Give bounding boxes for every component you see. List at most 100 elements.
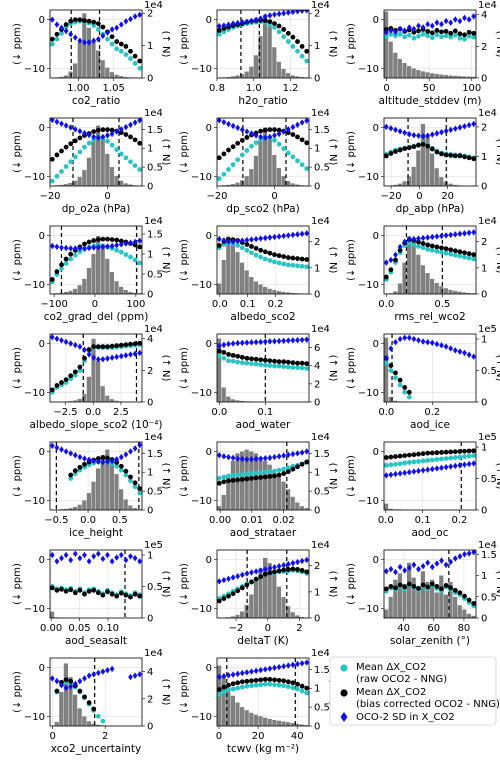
sd-point bbox=[457, 348, 463, 355]
bias-corrected-mean-point bbox=[230, 477, 236, 483]
sd-point bbox=[411, 131, 417, 139]
histogram-bar bbox=[128, 184, 133, 186]
sd-point bbox=[457, 462, 463, 469]
histogram-bar bbox=[249, 594, 254, 618]
sd-point bbox=[50, 675, 55, 682]
bias-corrected-mean-point bbox=[416, 28, 421, 34]
raw-mean-point bbox=[290, 685, 296, 691]
histogram-bar bbox=[263, 286, 268, 294]
bias-corrected-mean-point bbox=[425, 28, 431, 34]
sd-point bbox=[105, 355, 110, 362]
sd-point bbox=[132, 672, 138, 679]
histogram-bar bbox=[253, 155, 258, 186]
raw-mean-point bbox=[402, 34, 408, 40]
raw-mean-point bbox=[77, 249, 83, 255]
raw-mean-point bbox=[285, 364, 291, 370]
bias-corrected-mean-point bbox=[221, 151, 227, 157]
x-tick-label: 40 bbox=[397, 623, 410, 634]
histogram-bar bbox=[91, 338, 96, 402]
bias-corrected-mean-point bbox=[411, 29, 417, 35]
sd-point bbox=[411, 25, 417, 33]
sd-point bbox=[230, 122, 236, 130]
sd-point bbox=[86, 351, 92, 358]
raw-mean-point bbox=[109, 41, 115, 47]
sd-point bbox=[235, 124, 241, 132]
sd-point bbox=[384, 354, 389, 362]
raw-mean-point bbox=[239, 684, 245, 690]
sd-point bbox=[86, 672, 92, 679]
x-tick-label: 2 bbox=[102, 731, 108, 742]
sd-point bbox=[244, 339, 250, 346]
plot-area bbox=[217, 226, 309, 294]
bias-corrected-mean-point bbox=[420, 141, 426, 147]
bias-corrected-mean-point bbox=[59, 586, 64, 592]
sd-point bbox=[95, 356, 101, 363]
axes-frame bbox=[216, 117, 310, 187]
histogram-bar bbox=[295, 615, 300, 618]
bias-corrected-mean-point bbox=[258, 247, 264, 253]
histogram-bar bbox=[295, 502, 300, 510]
bias-corrected-mean-point bbox=[226, 682, 231, 688]
sd-point bbox=[295, 450, 300, 457]
histogram-bar bbox=[73, 400, 78, 402]
raw-mean-point bbox=[91, 23, 97, 28]
raw-mean-point bbox=[253, 361, 259, 367]
right-y-tick-label: 1.5 bbox=[147, 125, 163, 136]
histogram-bar bbox=[286, 181, 291, 186]
raw-mean-point bbox=[217, 692, 222, 697]
sd-point bbox=[137, 237, 142, 244]
histogram-bar bbox=[230, 460, 235, 510]
sd-point bbox=[95, 669, 101, 677]
bias-corrected-mean-point bbox=[406, 145, 412, 151]
bias-corrected-mean-point bbox=[425, 450, 431, 456]
bias-corrected-mean-point bbox=[100, 592, 106, 598]
bias-corrected-mean-point bbox=[114, 39, 120, 44]
raw-mean-point bbox=[420, 31, 426, 37]
bias-corrected-mean-point bbox=[448, 585, 454, 591]
axes-frame bbox=[216, 549, 310, 619]
histogram-bar bbox=[249, 66, 254, 78]
sd-point bbox=[457, 553, 463, 560]
histogram-bar bbox=[63, 663, 68, 726]
raw-mean-point bbox=[457, 35, 463, 41]
x-axis-label: co2_grad_del (ppm) bbox=[44, 311, 149, 323]
histogram-bar bbox=[425, 273, 430, 294]
sd-point bbox=[123, 240, 129, 247]
bias-corrected-mean-point bbox=[50, 36, 55, 42]
raw-mean-point bbox=[137, 167, 142, 172]
raw-mean-point bbox=[439, 249, 444, 255]
raw-mean-point bbox=[466, 453, 472, 459]
histogram-bar bbox=[123, 290, 128, 294]
histogram-bar bbox=[73, 63, 78, 78]
histogram-bar bbox=[263, 127, 268, 186]
histogram-bar bbox=[267, 138, 272, 186]
sd-point bbox=[411, 335, 417, 343]
raw-mean-point bbox=[63, 261, 69, 266]
bias-corrected-mean-point bbox=[253, 677, 259, 683]
right-y-tick-label: 0.5 bbox=[147, 270, 163, 281]
histogram-bar bbox=[221, 676, 226, 726]
sd-point bbox=[471, 120, 476, 128]
plot-area bbox=[50, 550, 142, 618]
bias-corrected-mean-point bbox=[217, 480, 222, 486]
histogram-bar bbox=[267, 288, 272, 294]
sd-point bbox=[397, 243, 403, 251]
left-y-tick-label: 0 bbox=[373, 123, 379, 134]
raw-mean-point bbox=[230, 358, 236, 364]
sd-point bbox=[262, 234, 268, 242]
right-axis-label: (↑ N) bbox=[327, 247, 338, 274]
histogram-bar bbox=[276, 61, 281, 78]
histogram-bar bbox=[132, 508, 137, 510]
bias-corrected-mean-point bbox=[82, 355, 87, 361]
sd-point bbox=[429, 22, 435, 30]
bias-corrected-mean-point bbox=[105, 589, 110, 595]
bias-corrected-mean-point bbox=[281, 678, 287, 684]
bias-corrected-mean-point bbox=[384, 586, 389, 592]
sd-point bbox=[235, 572, 241, 580]
sd-point bbox=[72, 452, 78, 459]
x-tick-label: 1.00 bbox=[67, 83, 89, 94]
raw-mean-point bbox=[304, 58, 309, 64]
raw-mean-point bbox=[462, 36, 467, 42]
